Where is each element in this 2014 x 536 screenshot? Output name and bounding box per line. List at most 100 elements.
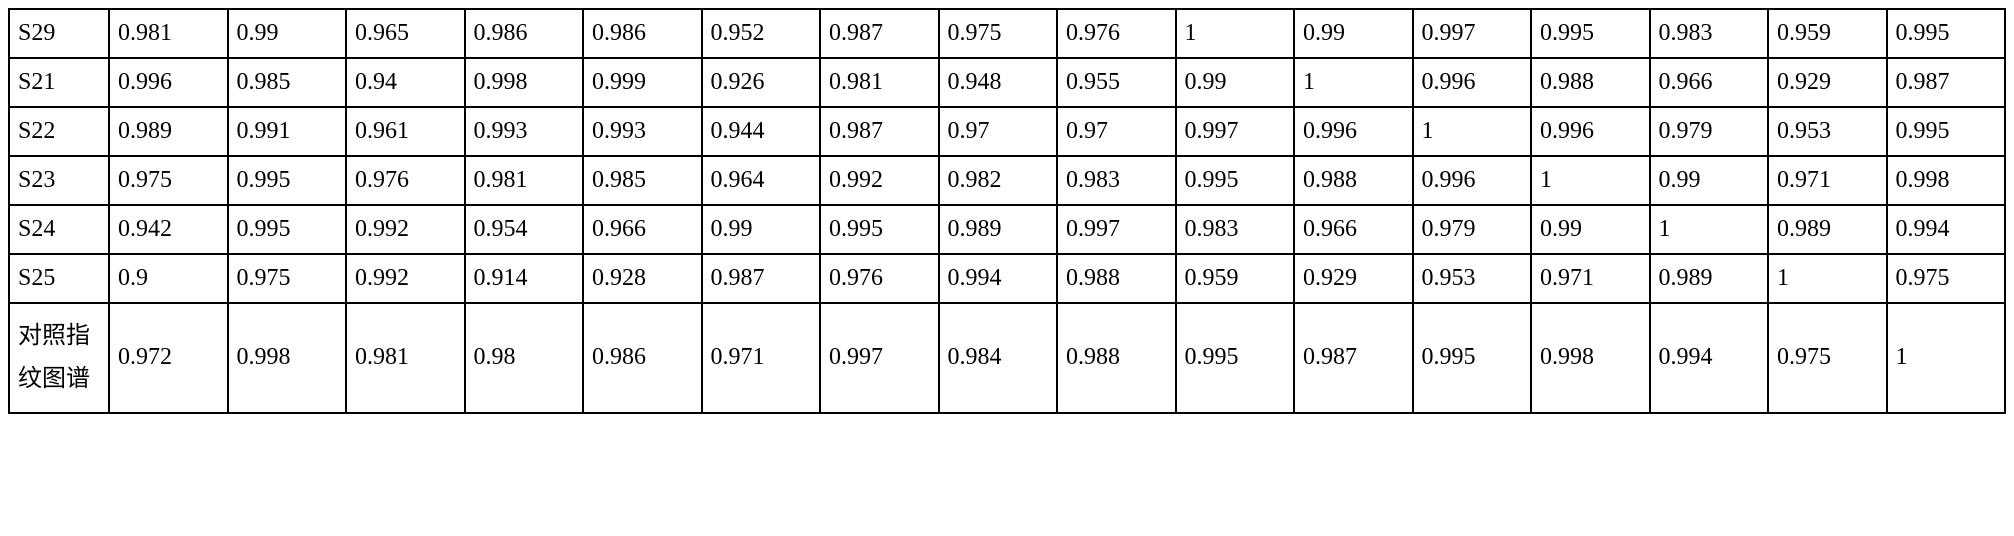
table-cell: 0.993 [583,107,702,156]
table-cell: 0.998 [465,58,584,107]
table-cell: 0.995 [228,156,347,205]
table-cell: 1 [1176,9,1295,58]
table-cell: 0.979 [1650,107,1769,156]
table-cell: 0.989 [109,107,228,156]
table-cell: 0.914 [465,254,584,303]
table-row: S240.9420.9950.9920.9540.9660.990.9950.9… [9,205,2005,254]
table-cell: 0.989 [939,205,1058,254]
table-cell: 0.987 [820,107,939,156]
table-cell: 0.988 [1531,58,1650,107]
table-cell: 0.966 [1650,58,1769,107]
table-cell: 1 [1531,156,1650,205]
table-cell: 0.959 [1768,9,1887,58]
table-cell: 0.975 [109,156,228,205]
table-row: S290.9810.990.9650.9860.9860.9520.9870.9… [9,9,2005,58]
table-row: S220.9890.9910.9610.9930.9930.9440.9870.… [9,107,2005,156]
table-cell: 0.953 [1413,254,1532,303]
table-cell: 0.99 [1294,9,1413,58]
table-cell: 0.992 [820,156,939,205]
table-cell: 0.997 [1176,107,1295,156]
table-cell: 0.998 [228,303,347,413]
table-cell: 0.928 [583,254,702,303]
table-cell: 0.995 [1887,107,2006,156]
table-body: S290.9810.990.9650.9860.9860.9520.9870.9… [9,9,2005,413]
table-cell: 0.989 [1650,254,1769,303]
row-label: S23 [9,156,109,205]
table-cell: 0.971 [1768,156,1887,205]
row-label: S24 [9,205,109,254]
table-cell: 0.966 [583,205,702,254]
table-cell: 0.985 [228,58,347,107]
table-cell: 0.997 [1413,9,1532,58]
table-cell: 0.953 [1768,107,1887,156]
table-cell: 1 [1650,205,1769,254]
table-cell: 0.965 [346,9,465,58]
table-cell: 0.995 [1531,9,1650,58]
table-cell: 0.986 [583,303,702,413]
table-cell: 0.929 [1294,254,1413,303]
table-cell: 0.988 [1057,254,1176,303]
table-cell: 0.99 [1650,156,1769,205]
table-cell: 0.999 [583,58,702,107]
table-cell: 1 [1768,254,1887,303]
table-cell: 0.996 [1294,107,1413,156]
table-cell: 0.942 [109,205,228,254]
table-cell: 0.975 [1887,254,2006,303]
table-row: 对照指纹图谱0.9720.9980.9810.980.9860.9710.997… [9,303,2005,413]
table-cell: 0.998 [1531,303,1650,413]
table-cell: 0.987 [702,254,821,303]
table-cell: 0.996 [1413,156,1532,205]
table-cell: 0.964 [702,156,821,205]
row-label: 对照指纹图谱 [9,303,109,413]
table-cell: 0.981 [820,58,939,107]
table-cell: 0.996 [1413,58,1532,107]
table-cell: 0.976 [820,254,939,303]
table-cell: 0.992 [346,205,465,254]
table-cell: 0.984 [939,303,1058,413]
correlation-table: S290.9810.990.9650.9860.9860.9520.9870.9… [8,8,2006,414]
table-cell: 0.966 [1294,205,1413,254]
row-label: S22 [9,107,109,156]
table-cell: 0.972 [109,303,228,413]
table-cell: 0.976 [1057,9,1176,58]
table-cell: 0.997 [1057,205,1176,254]
table-cell: 0.975 [1768,303,1887,413]
table-cell: 0.994 [1650,303,1769,413]
table-cell: 0.983 [1176,205,1295,254]
table-cell: 0.954 [465,205,584,254]
table-row: S230.9750.9950.9760.9810.9850.9640.9920.… [9,156,2005,205]
table-cell: 0.97 [939,107,1058,156]
table-cell: 1 [1413,107,1532,156]
table-cell: 0.99 [702,205,821,254]
table-cell: 0.929 [1768,58,1887,107]
table-cell: 0.987 [1887,58,2006,107]
table-cell: 0.99 [1176,58,1295,107]
table-cell: 0.955 [1057,58,1176,107]
table-cell: 0.979 [1413,205,1532,254]
table-cell: 0.994 [939,254,1058,303]
table-cell: 0.971 [702,303,821,413]
table-cell: 0.975 [228,254,347,303]
table-cell: 0.976 [346,156,465,205]
table-row: S250.90.9750.9920.9140.9280.9870.9760.99… [9,254,2005,303]
table-cell: 0.926 [702,58,821,107]
table-cell: 0.981 [109,9,228,58]
table-cell: 0.998 [1887,156,2006,205]
table-cell: 0.995 [1176,156,1295,205]
table-cell: 0.987 [820,9,939,58]
table-cell: 0.993 [465,107,584,156]
table-cell: 0.987 [1294,303,1413,413]
table-cell: 0.989 [1768,205,1887,254]
table-cell: 0.961 [346,107,465,156]
table-cell: 0.995 [228,205,347,254]
table-cell: 0.971 [1531,254,1650,303]
table-cell: 0.986 [583,9,702,58]
table-cell: 0.995 [1176,303,1295,413]
table-cell: 0.997 [820,303,939,413]
table-cell: 0.948 [939,58,1058,107]
table-cell: 0.982 [939,156,1058,205]
table-cell: 0.986 [465,9,584,58]
table-cell: 0.9 [109,254,228,303]
table-cell: 0.98 [465,303,584,413]
table-cell: 0.99 [228,9,347,58]
